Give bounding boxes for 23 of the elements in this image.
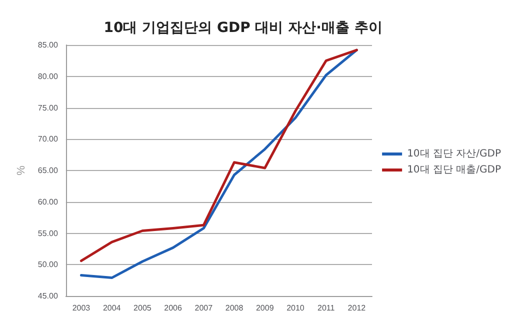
x-tick-label: 2003 [72,304,91,312]
y-tick-label: 50.00 [38,260,58,270]
x-tick-label: 2012 [348,304,366,312]
chart-title: 10대 기업집단의 GDP 대비 자산·매출 추이 [104,20,382,36]
x-tick-label: 2009 [256,304,274,312]
x-tick-label: 2006 [164,304,182,312]
y-axis-title: % [16,165,28,176]
x-tick-label: 2008 [225,304,244,312]
x-tick-label: 2004 [102,304,122,312]
y-tick-label: 65.00 [38,166,58,175]
y-tick-label: 80.00 [38,72,58,81]
x-tick-label: 2011 [317,304,336,312]
y-tick-label: 85.00 [38,40,58,50]
y-tick-label: 70.00 [38,134,58,144]
y-tick-label: 60.00 [38,197,58,206]
legend-label: 10대 집단 자산/GDP [407,148,502,160]
y-tick-label: 55.00 [38,228,58,238]
x-tick-label: 2005 [134,304,152,312]
legend-label: 10대 집단 매출/GDP [407,164,502,176]
x-tick-label: 2010 [286,304,305,312]
y-tick-label: 45.00 [38,292,58,300]
x-tick-label: 2007 [194,304,214,312]
y-tick-label: 75.00 [38,103,58,112]
